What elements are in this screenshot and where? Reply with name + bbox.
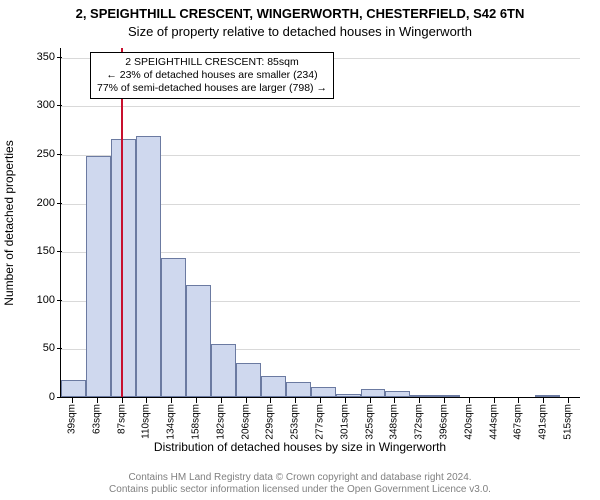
x-tick-label: 348sqm — [388, 404, 399, 440]
x-tick-label: 134sqm — [166, 404, 177, 440]
x-tick-mark — [122, 398, 123, 403]
y-tick-label: 300 — [15, 99, 55, 111]
x-tick-mark — [345, 398, 346, 403]
gridline-h — [61, 106, 580, 107]
y-tick-label: 250 — [15, 148, 55, 160]
histogram-bar — [361, 389, 386, 397]
histogram-bar — [535, 395, 560, 397]
x-tick-label: 39sqm — [67, 404, 78, 434]
y-tick-label: 100 — [15, 294, 55, 306]
x-tick-mark — [97, 398, 98, 403]
histogram-bar — [111, 139, 136, 397]
x-tick-mark — [394, 398, 395, 403]
x-tick-mark — [370, 398, 371, 403]
y-tick-label: 150 — [15, 245, 55, 257]
histogram-bar — [336, 394, 361, 397]
y-tick-label: 200 — [15, 197, 55, 209]
x-tick-label: 467sqm — [512, 404, 523, 440]
x-tick-label: 63sqm — [92, 404, 103, 434]
x-tick-label: 444sqm — [488, 404, 499, 440]
x-tick-label: 158sqm — [191, 404, 202, 440]
x-tick-label: 87sqm — [117, 404, 128, 434]
y-axis-label: Number of detached properties — [2, 140, 16, 305]
x-tick-label: 110sqm — [141, 404, 152, 439]
footer-credits: Contains HM Land Registry data © Crown c… — [0, 472, 600, 496]
histogram-bar — [261, 376, 286, 397]
x-tick-mark — [320, 398, 321, 403]
x-tick-mark — [270, 398, 271, 403]
x-axis-label: Distribution of detached houses by size … — [0, 440, 600, 454]
x-tick-label: 182sqm — [216, 404, 227, 440]
x-tick-mark — [196, 398, 197, 403]
x-tick-mark — [469, 398, 470, 403]
annotation-line: 2 SPEIGHTHILL CRESCENT: 85sqm — [97, 56, 327, 69]
histogram-bar — [86, 156, 111, 397]
x-tick-label: 301sqm — [339, 404, 350, 440]
histogram-bar — [286, 382, 311, 397]
x-tick-mark — [221, 398, 222, 403]
histogram-bar — [435, 395, 460, 397]
y-tick-label: 350 — [15, 51, 55, 63]
x-tick-label: 515sqm — [562, 404, 573, 440]
x-tick-label: 325sqm — [364, 404, 375, 440]
x-tick-mark — [72, 398, 73, 403]
x-tick-mark — [543, 398, 544, 403]
annotation-box: 2 SPEIGHTHILL CRESCENT: 85sqm← 23% of de… — [90, 52, 334, 99]
page-title-2: Size of property relative to detached ho… — [0, 24, 600, 39]
x-tick-mark — [146, 398, 147, 403]
y-tick-label: 0 — [15, 391, 55, 403]
histogram-bar — [61, 380, 86, 398]
x-tick-mark — [246, 398, 247, 403]
x-tick-label: 229sqm — [265, 404, 276, 440]
histogram-bar — [186, 285, 211, 397]
x-tick-mark — [494, 398, 495, 403]
x-tick-mark — [171, 398, 172, 403]
x-tick-mark — [444, 398, 445, 403]
annotation-line: ← 23% of detached houses are smaller (23… — [97, 69, 327, 82]
histogram-bar — [211, 344, 236, 397]
histogram-bar — [385, 391, 410, 397]
x-tick-label: 491sqm — [537, 404, 548, 440]
page-title-1: 2, SPEIGHTHILL CRESCENT, WINGERWORTH, CH… — [0, 6, 600, 21]
x-tick-mark — [295, 398, 296, 403]
x-tick-label: 420sqm — [463, 404, 474, 440]
y-tick-label: 50 — [15, 342, 55, 354]
footer-line-1: Contains HM Land Registry data © Crown c… — [0, 472, 600, 484]
histogram-bar — [136, 136, 161, 397]
x-tick-label: 206sqm — [241, 404, 252, 440]
x-tick-mark — [518, 398, 519, 403]
histogram-bar — [311, 387, 336, 397]
x-tick-label: 372sqm — [413, 404, 424, 440]
reference-line — [121, 48, 123, 397]
footer-line-2: Contains public sector information licen… — [0, 484, 600, 496]
histogram-bar — [410, 395, 435, 397]
x-tick-label: 396sqm — [438, 404, 449, 440]
x-tick-mark — [568, 398, 569, 403]
histogram-bar — [236, 363, 261, 397]
x-tick-label: 253sqm — [290, 404, 301, 440]
histogram-plot — [60, 48, 580, 398]
annotation-line: 77% of semi-detached houses are larger (… — [97, 82, 327, 95]
x-tick-mark — [419, 398, 420, 403]
x-tick-label: 277sqm — [315, 404, 326, 440]
histogram-bar — [161, 258, 186, 397]
